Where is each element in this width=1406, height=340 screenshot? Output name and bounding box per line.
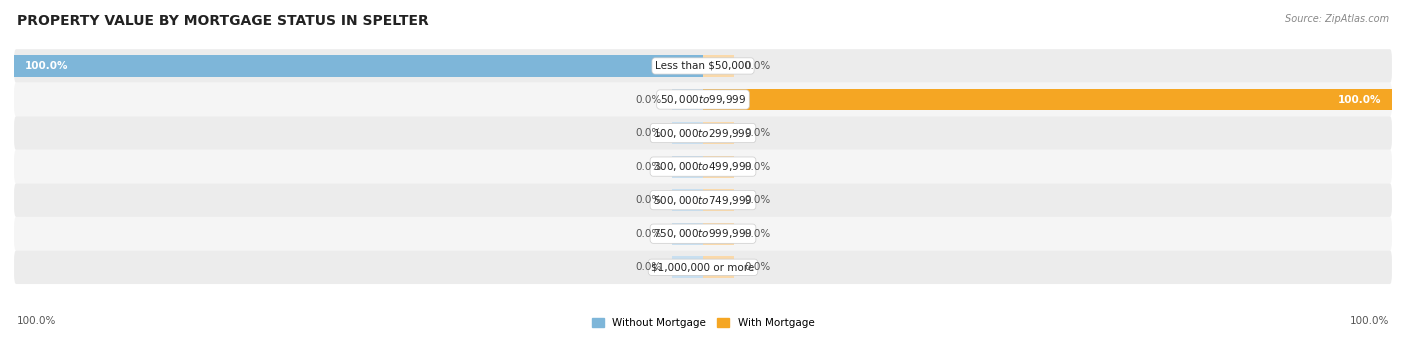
Text: $1,000,000 or more: $1,000,000 or more: [651, 262, 755, 272]
Text: 0.0%: 0.0%: [636, 262, 662, 272]
Text: 0.0%: 0.0%: [744, 229, 770, 239]
Text: 100.0%: 100.0%: [24, 61, 67, 71]
Text: PROPERTY VALUE BY MORTGAGE STATUS IN SPELTER: PROPERTY VALUE BY MORTGAGE STATUS IN SPE…: [17, 14, 429, 28]
Bar: [672, 89, 703, 111]
Bar: [672, 122, 703, 144]
Bar: [672, 223, 703, 244]
Text: 0.0%: 0.0%: [636, 128, 662, 138]
Text: 100.0%: 100.0%: [1350, 317, 1389, 326]
Bar: [703, 189, 734, 211]
Text: $50,000 to $99,999: $50,000 to $99,999: [659, 93, 747, 106]
Text: 0.0%: 0.0%: [636, 229, 662, 239]
FancyBboxPatch shape: [14, 116, 1392, 150]
Text: 100.0%: 100.0%: [1339, 95, 1382, 104]
Text: 0.0%: 0.0%: [744, 195, 770, 205]
Text: 100.0%: 100.0%: [17, 317, 56, 326]
Bar: [703, 223, 734, 244]
Bar: [672, 156, 703, 177]
Legend: Without Mortgage, With Mortgage: Without Mortgage, With Mortgage: [588, 314, 818, 333]
FancyBboxPatch shape: [14, 150, 1392, 183]
FancyBboxPatch shape: [14, 49, 1392, 83]
Bar: [703, 256, 734, 278]
FancyBboxPatch shape: [14, 83, 1392, 116]
Text: 0.0%: 0.0%: [744, 128, 770, 138]
Bar: [672, 189, 703, 211]
Bar: [703, 122, 734, 144]
Text: 0.0%: 0.0%: [744, 61, 770, 71]
Text: $750,000 to $999,999: $750,000 to $999,999: [654, 227, 752, 240]
Text: $100,000 to $299,999: $100,000 to $299,999: [654, 126, 752, 139]
Bar: [703, 89, 1392, 111]
Bar: [672, 256, 703, 278]
Text: $500,000 to $749,999: $500,000 to $749,999: [654, 194, 752, 207]
Text: 0.0%: 0.0%: [744, 262, 770, 272]
Text: $300,000 to $499,999: $300,000 to $499,999: [654, 160, 752, 173]
Text: 0.0%: 0.0%: [744, 162, 770, 172]
FancyBboxPatch shape: [14, 217, 1392, 251]
Bar: [703, 156, 734, 177]
FancyBboxPatch shape: [14, 183, 1392, 217]
Text: Less than $50,000: Less than $50,000: [655, 61, 751, 71]
Text: 0.0%: 0.0%: [636, 95, 662, 104]
Bar: [14, 55, 703, 77]
Text: Source: ZipAtlas.com: Source: ZipAtlas.com: [1285, 14, 1389, 23]
FancyBboxPatch shape: [14, 251, 1392, 284]
Bar: [703, 55, 734, 77]
Text: 0.0%: 0.0%: [636, 162, 662, 172]
Text: 0.0%: 0.0%: [636, 195, 662, 205]
